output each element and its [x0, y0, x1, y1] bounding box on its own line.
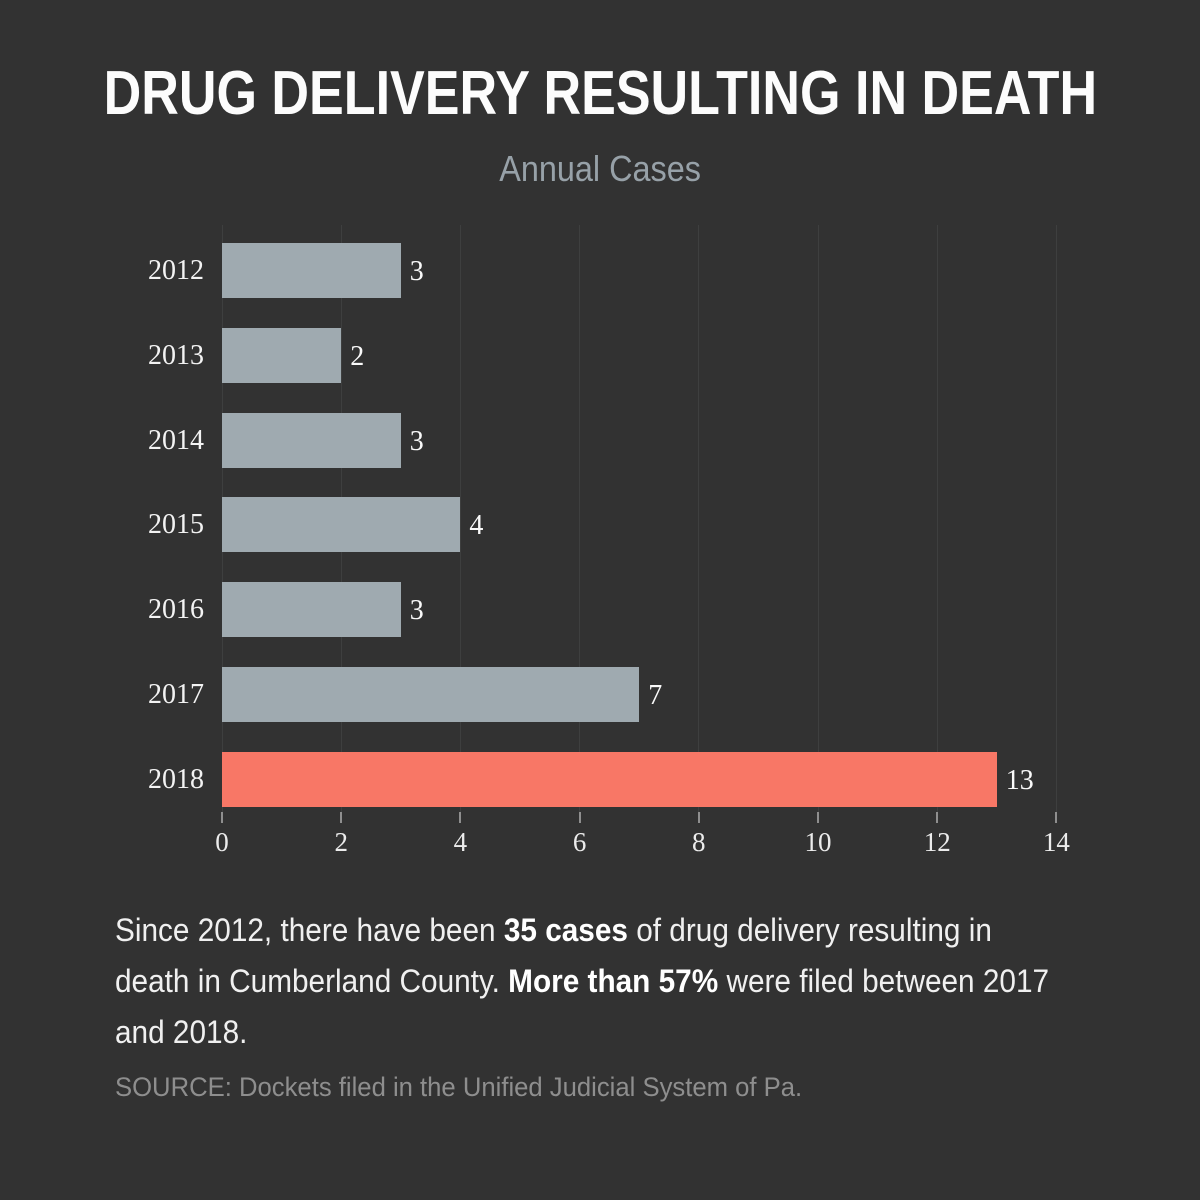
- year-label-2013: 2013: [148, 339, 204, 371]
- x-tick-label-8: 8: [692, 827, 706, 857]
- x-tick-label-14: 14: [1042, 827, 1070, 857]
- bar-2016: [222, 582, 401, 638]
- axis-tick-14: [1055, 812, 1058, 823]
- value-label-2014: 3: [409, 425, 424, 457]
- bar-chart: 0 2 4 6 8 10 12 14 2012 3 2013 2 2014 3 2015 4 2016 3 2017…: [0, 225, 1200, 875]
- year-label-2016: 2016: [148, 594, 204, 626]
- bar-2017: [222, 667, 640, 723]
- x-tick-label-0: 0: [215, 827, 229, 857]
- caption: Since 2012, there have been 35 cases of …: [115, 905, 1049, 1058]
- x-tick-label-10: 10: [804, 827, 832, 857]
- value-label-2012: 3: [409, 256, 424, 287]
- axis-tick-8: [697, 812, 700, 823]
- caption-text: Since 2012, there have been: [115, 912, 504, 948]
- gridline-14: [1055, 225, 1057, 820]
- caption-text: and 2018.: [115, 1014, 248, 1050]
- caption-text: of drug delivery resulting in: [627, 912, 992, 948]
- bar-2015: [222, 497, 461, 553]
- gridline-8: [698, 225, 700, 820]
- year-label-2015: 2015: [148, 509, 204, 541]
- subtitle-wrap: Annual Cases: [0, 148, 1200, 190]
- value-label-2013: 2: [350, 340, 365, 372]
- title-wrap: DRUG DELIVERY RESULTING IN DEATH: [0, 58, 1200, 129]
- value-label-2016: 3: [409, 595, 424, 627]
- bar-2014: [222, 412, 401, 468]
- axis-tick-12: [936, 812, 939, 823]
- value-label-2015: 4: [469, 510, 484, 542]
- chart-subtitle: Annual Cases: [499, 148, 701, 189]
- gridline-12: [936, 225, 938, 820]
- bar-2012: [222, 243, 401, 298]
- axis-tick-0: [221, 812, 223, 823]
- caption-bold-text: More than 57%: [508, 963, 719, 999]
- gridline-10: [817, 225, 819, 820]
- value-label-2018: 13: [1005, 764, 1034, 796]
- year-label-2014: 2014: [148, 424, 204, 456]
- x-tick-label-6: 6: [572, 827, 587, 857]
- caption-bold-text: 35 cases: [503, 912, 628, 948]
- caption-text: were filed between 2017: [718, 963, 1050, 999]
- axis-tick-6: [578, 812, 581, 823]
- bar-2018: [222, 751, 997, 807]
- caption-text: death in Cumberland County.: [115, 963, 509, 999]
- gridline-6: [579, 225, 581, 820]
- chart-title: DRUG DELIVERY RESULTING IN DEATH: [103, 59, 1097, 128]
- source-note: SOURCE: Dockets filed in the Unified Jud…: [115, 1072, 803, 1102]
- axis-tick-4: [459, 812, 462, 823]
- axis-tick-2: [340, 812, 343, 823]
- x-tick-label-12: 12: [923, 827, 951, 857]
- year-label-2018: 2018: [148, 763, 204, 795]
- axis-tick-10: [817, 812, 819, 823]
- gridline-4: [459, 225, 461, 820]
- year-label-2017: 2017: [148, 679, 204, 711]
- x-tick-label-2: 2: [334, 827, 348, 857]
- bar-2013: [222, 327, 342, 383]
- x-tick-label-4: 4: [453, 827, 468, 857]
- value-label-2017: 7: [648, 680, 663, 712]
- year-label-2012: 2012: [148, 255, 204, 286]
